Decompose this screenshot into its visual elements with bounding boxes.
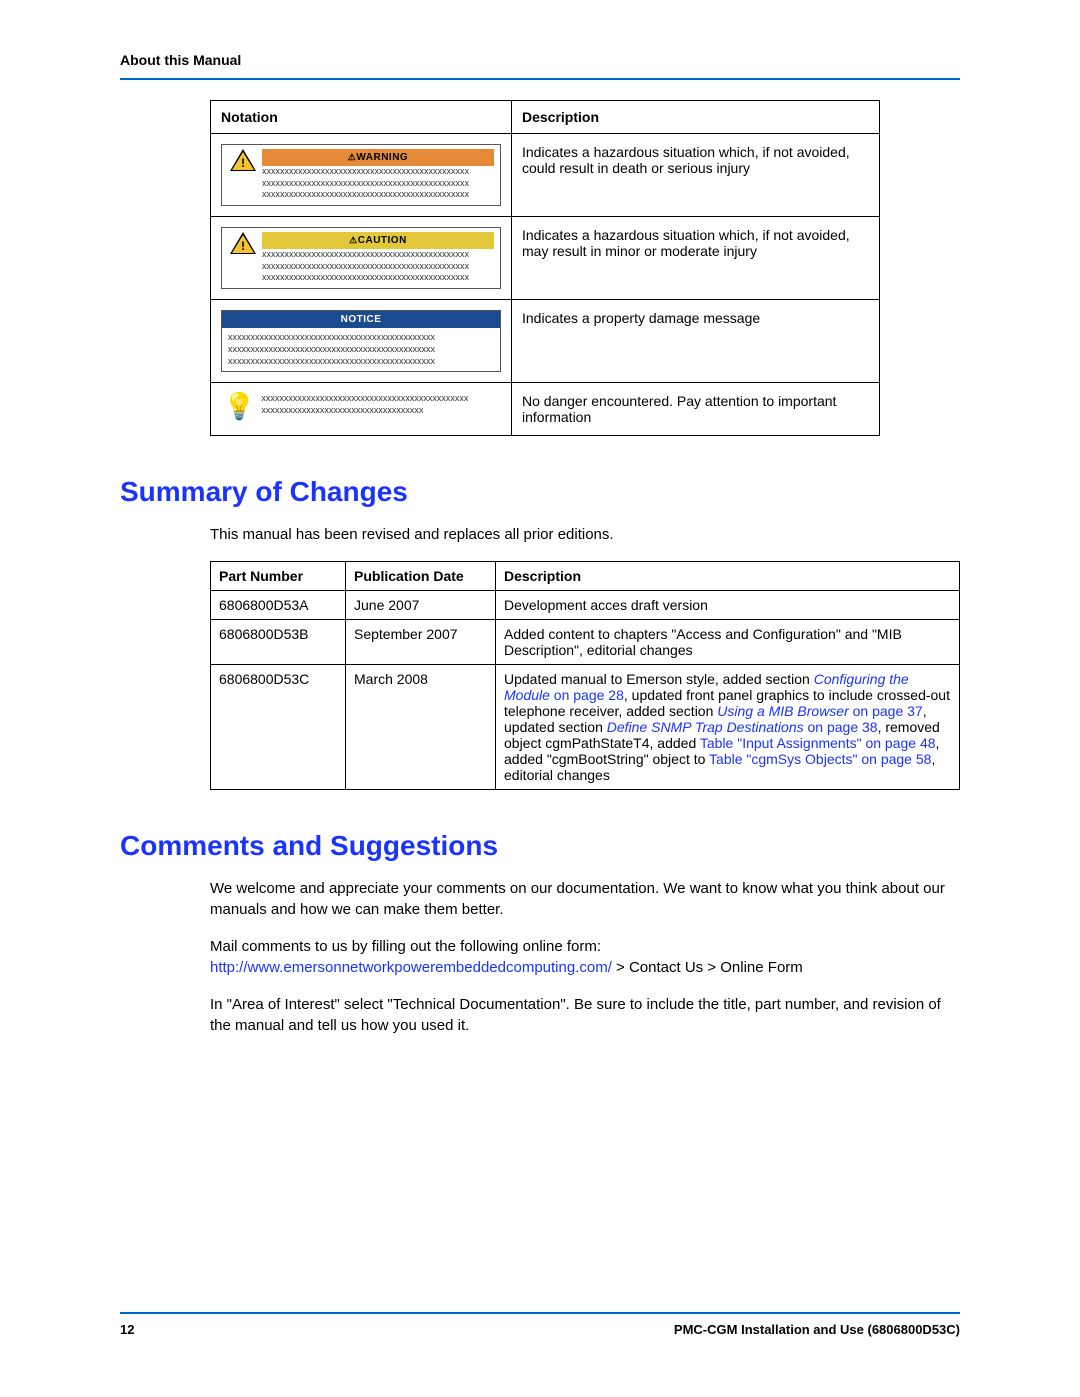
placeholder-text: xxxxxxxxxxxxxxxxxxxxxxxxxxxxxxxxxxxxxxxx… [228,332,494,344]
changes-table: Part Number Publication Date Description… [210,561,960,790]
cross-ref-page[interactable]: on page 38 [804,719,878,735]
comments-p2a: Mail comments to us by filling out the f… [210,938,601,955]
summary-heading: Summary of Changes [120,476,960,508]
warning-triangle-icon: ! [230,149,256,171]
placeholder-text: xxxxxxxxxxxxxxxxxxxxxxxxxxxxxxxxxxxxxxxx… [262,178,494,190]
lightbulb-icon: 💡 [223,393,255,419]
table-row: ! ⚠ CAUTION xxxxxxxxxxxxxxxxxxxxxxxxxxxx… [211,217,880,300]
footer-doc-title: PMC-CGM Installation and Use (6806800D53… [674,1322,960,1337]
cross-ref-page[interactable]: on page 28 [550,687,624,703]
placeholder-text: xxxxxxxxxxxxxxxxxxxxxxxxxxxxxxxxxxxxxxxx… [262,261,494,273]
caution-description: Indicates a hazardous situation which, i… [512,217,880,300]
notation-col-header: Notation [211,101,512,134]
contact-url-link[interactable]: http://www.emersonnetworkpowerembeddedco… [210,959,612,976]
warning-description: Indicates a hazardous situation which, i… [512,134,880,217]
notice-banner: NOTICE [222,311,500,328]
notice-banner-label: NOTICE [341,314,382,325]
comments-p1: We welcome and appreciate your comments … [210,878,960,920]
page-footer: 12 PMC-CGM Installation and Use (6806800… [120,1322,960,1337]
changes-desc-header: Description [496,562,960,591]
comments-p2b: > Contact Us > Online Form [612,959,803,976]
cross-ref-link[interactable]: Table "Input Assignments" on page 48 [700,735,936,751]
comments-heading: Comments and Suggestions [120,830,960,862]
table-row: ! ⚠ WARNING xxxxxxxxxxxxxxxxxxxxxxxxxxxx… [211,134,880,217]
placeholder-text: xxxxxxxxxxxxxxxxxxxxxxxxxxxxxxxxxxxxxxxx… [262,272,494,284]
placeholder-text: xxxxxxxxxxxxxxxxxxxxxxxxxxxxxxxxxxxxxxxx… [262,249,494,261]
pub-date-cell: September 2007 [346,620,496,665]
part-number-cell: 6806800D53A [211,591,346,620]
table-row: 💡 xxxxxxxxxxxxxxxxxxxxxxxxxxxxxxxxxxxxxx… [211,383,880,436]
header-rule [120,78,960,80]
placeholder-text: xxxxxxxxxxxxxxxxxxxxxxxxxxxxxxxxxxxxxxxx… [262,166,494,178]
footer-rule [120,1312,960,1314]
changes-desc-cell: Development acces draft version [496,591,960,620]
notation-table: Notation Description ! ⚠ WARNING [210,100,880,436]
summary-intro: This manual has been revised and replace… [210,524,960,545]
comments-p2: Mail comments to us by filling out the f… [210,936,960,978]
warning-banner: ⚠ WARNING [262,149,494,166]
placeholder-text: xxxxxxxxxxxxxxxxxxxxxxxxxxxxxxxxxxxxxxxx… [262,189,494,201]
notice-description: Indicates a property damage message [512,300,880,383]
comments-p3: In "Area of Interest" select "Technical … [210,994,960,1036]
description-col-header: Description [512,101,880,134]
placeholder-text: xxxxxxxxxxxxxxxxxxxxxxxxxxxxxxxxxxxxxxxx… [228,356,494,368]
warning-banner-label: WARNING [356,152,408,163]
placeholder-text: xxxxxxxxxxxxxxxxxxxxxxxxxxxxxxxxxxxx [261,405,501,417]
changes-desc-cell: Added content to chapters "Access and Co… [496,620,960,665]
page-number: 12 [120,1322,134,1337]
placeholder-text: xxxxxxxxxxxxxxxxxxxxxxxxxxxxxxxxxxxxxxxx… [261,393,501,405]
table-row: NOTICE xxxxxxxxxxxxxxxxxxxxxxxxxxxxxxxxx… [211,300,880,383]
cross-ref-link[interactable]: Table "cgmSys Objects" on page 58 [709,751,931,767]
notice-box: NOTICE xxxxxxxxxxxxxxxxxxxxxxxxxxxxxxxxx… [221,310,501,372]
pub-date-header: Publication Date [346,562,496,591]
page-header-title: About this Manual [120,52,960,68]
desc-text: Updated manual to Emerson style, added s… [504,671,814,687]
caution-triangle-icon: ! [230,232,256,254]
caution-banner-label: CAUTION [358,235,407,246]
caution-banner: ⚠ CAUTION [262,232,494,249]
page-content: Notation Description ! ⚠ WARNING [120,100,960,1052]
part-number-header: Part Number [211,562,346,591]
cross-ref-link[interactable]: Define SNMP Trap Destinations [607,719,804,735]
table-row: 6806800D53C March 2008 Updated manual to… [211,665,960,790]
info-box: 💡 xxxxxxxxxxxxxxxxxxxxxxxxxxxxxxxxxxxxxx… [221,393,501,419]
pub-date-cell: March 2008 [346,665,496,790]
caution-box: ! ⚠ CAUTION xxxxxxxxxxxxxxxxxxxxxxxxxxxx… [221,227,501,289]
pub-date-cell: June 2007 [346,591,496,620]
cross-ref-link[interactable]: Using a MIB Browser [717,703,848,719]
part-number-cell: 6806800D53C [211,665,346,790]
placeholder-text: xxxxxxxxxxxxxxxxxxxxxxxxxxxxxxxxxxxxxxxx… [228,344,494,356]
table-row: 6806800D53B September 2007 Added content… [211,620,960,665]
warning-box: ! ⚠ WARNING xxxxxxxxxxxxxxxxxxxxxxxxxxxx… [221,144,501,206]
table-row: 6806800D53A June 2007 Development acces … [211,591,960,620]
part-number-cell: 6806800D53B [211,620,346,665]
info-description: No danger encountered. Pay attention to … [512,383,880,436]
cross-ref-page[interactable]: on page 37 [849,703,923,719]
changes-desc-cell: Updated manual to Emerson style, added s… [496,665,960,790]
